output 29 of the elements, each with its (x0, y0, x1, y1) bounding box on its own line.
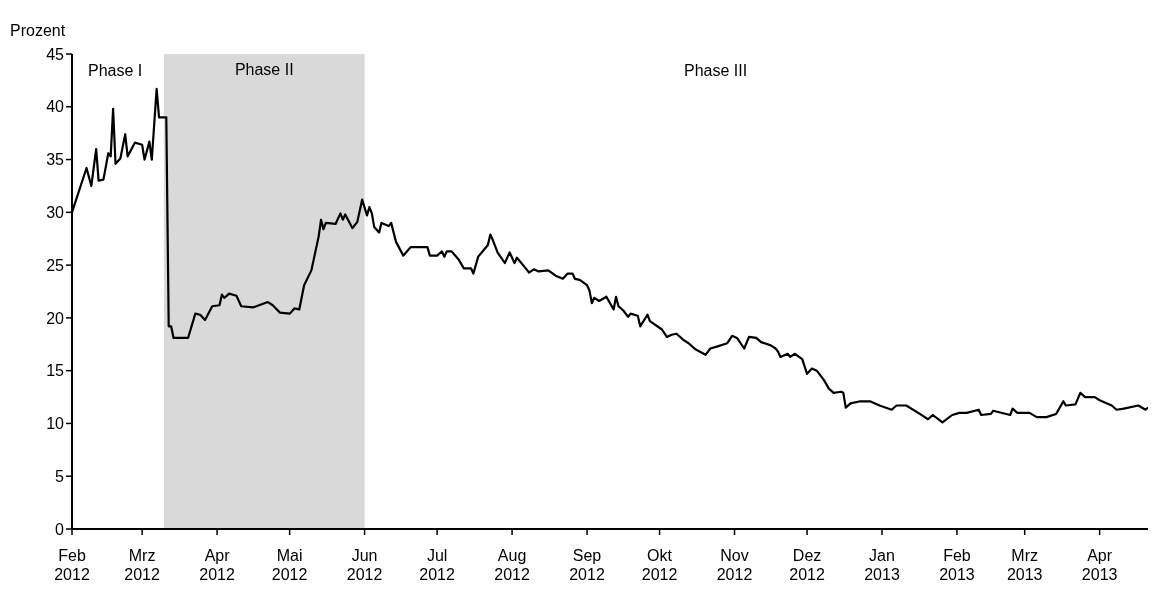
x-tick-label: Okt 2012 (641, 547, 678, 584)
y-tick-label: 5 (55, 467, 65, 485)
x-tick-label: Jul 2012 (419, 547, 456, 584)
x-tick-label: Feb 2012 (54, 547, 90, 584)
y-tick-label: 15 (46, 362, 65, 380)
y-tick-label: 30 (46, 204, 65, 222)
x-tick-label: Dez 2012 (789, 547, 825, 584)
y-tick-label: 20 (46, 309, 65, 327)
y-tick-label: 40 (46, 98, 65, 116)
y-tick-label: 25 (46, 256, 65, 274)
y-tick-label: 0 (55, 520, 65, 538)
y-tick-label: 45 (46, 45, 65, 63)
x-tick-label: Mrz 2012 (124, 547, 161, 584)
x-tick-label: Mai 2012 (271, 547, 308, 584)
x-tick-label: Apr 2013 (1081, 547, 1118, 584)
x-tick-label: Sep 2012 (569, 547, 605, 584)
x-tick-label: Nov 2012 (716, 547, 753, 584)
x-tick-label: Apr 2012 (199, 547, 235, 584)
x-tick-label: Aug 2012 (494, 547, 530, 584)
annotation: Phase I (88, 62, 143, 80)
x-tick-label: Mrz 2013 (1006, 547, 1043, 584)
x-tick-label: Feb 2013 (939, 547, 975, 584)
x-tick-label: Jan 2013 (864, 547, 900, 584)
x-tick-label: Jun 2012 (346, 547, 383, 584)
y-tick-label: 10 (46, 415, 65, 433)
annotation: Phase III (684, 62, 748, 80)
y-tick-label: 35 (46, 151, 65, 169)
y-axis-title: Prozent (10, 22, 66, 40)
band-label: Phase II (234, 61, 294, 79)
